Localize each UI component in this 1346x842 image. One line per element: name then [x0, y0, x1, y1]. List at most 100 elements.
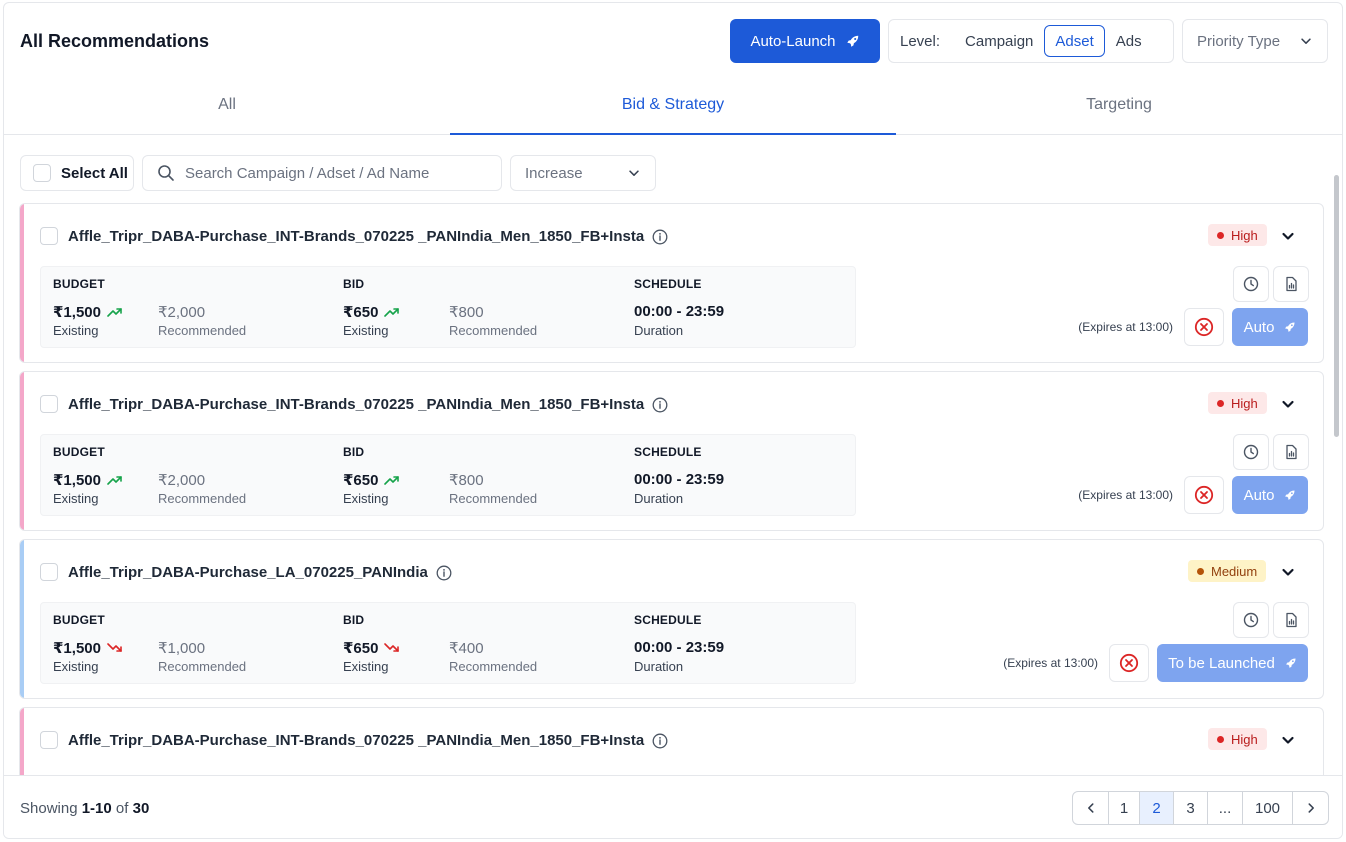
clock-icon — [1243, 444, 1259, 460]
page-button-100[interactable]: 100 — [1243, 792, 1293, 824]
report-button[interactable] — [1273, 266, 1309, 302]
schedule-value: 00:00 - 23:59 — [634, 639, 725, 656]
recommendations-panel: All Recommendations Auto-Launch Level: C… — [3, 2, 1343, 839]
auto-launch-button[interactable]: Auto-Launch — [730, 19, 880, 63]
recommendation-card[interactable]: Affle_Tripr_DABA-Purchase_INT-Brands_070… — [19, 203, 1324, 363]
level-option-campaign[interactable]: Campaign — [965, 33, 1034, 50]
chevron-right-icon — [1307, 803, 1314, 813]
metrics-panel: BUDGET ₹1,500 Existing ₹2,000 Recommended BID… — [40, 266, 856, 348]
search-input[interactable] — [185, 164, 485, 182]
reject-button[interactable] — [1184, 476, 1224, 514]
search-box — [142, 155, 502, 191]
select-all-checkbox[interactable]: Select All — [20, 155, 134, 191]
tab-all[interactable]: All — [218, 96, 236, 113]
showing-summary: Showing 1-10 of 30 — [20, 800, 149, 817]
info-icon[interactable] — [652, 733, 668, 749]
to-be-launched-button[interactable]: To be Launched — [1157, 644, 1308, 682]
next-page-button[interactable] — [1293, 792, 1328, 824]
priority-type-placeholder: Priority Type — [1197, 32, 1281, 50]
page-ellipsis: ... — [1208, 792, 1243, 824]
schedule-value: 00:00 - 23:59 — [634, 471, 725, 488]
priority-dot — [1217, 231, 1224, 239]
schedule-duration-label: Duration — [634, 323, 684, 338]
priority-label: High — [1231, 395, 1258, 411]
page-button-1[interactable]: 1 — [1109, 792, 1140, 824]
direction-value: Increase — [525, 164, 583, 182]
report-button[interactable] — [1273, 602, 1309, 638]
tab-bid-strategy[interactable]: Bid & Strategy — [450, 79, 896, 135]
level-option-adset[interactable]: Adset — [1044, 25, 1105, 57]
recommendation-card[interactable]: Affle_Tripr_DABA-Purchase_INT-Brands_070… — [19, 707, 1324, 775]
bid-existing-value: ₹650 — [343, 471, 400, 489]
auto-launch-action-button[interactable]: Auto — [1232, 308, 1308, 346]
adset-name: Affle_Tripr_DABA-Purchase_LA_070225_PANI… — [68, 564, 428, 581]
bid-existing-value: ₹650 — [343, 303, 400, 321]
direction-select[interactable]: Increase — [510, 155, 656, 191]
budget-existing-value: ₹1,500 — [53, 303, 123, 321]
priority-badge: High — [1208, 728, 1267, 750]
card-title: Affle_Tripr_DABA-Purchase_INT-Brands_070… — [68, 732, 668, 749]
budget-recommended-value: ₹2,000 — [158, 472, 206, 489]
info-icon[interactable] — [436, 565, 452, 581]
priority-stripe — [20, 708, 24, 775]
schedule-duration-label: Duration — [634, 491, 684, 506]
bid-existing-text: ₹650 — [343, 304, 379, 321]
budget-existing-label: Existing — [53, 659, 99, 674]
card-checkbox[interactable] — [40, 731, 58, 749]
bid-header: BID — [343, 277, 365, 291]
auto-launch-action-button[interactable]: Auto — [1232, 476, 1308, 514]
info-icon[interactable] — [652, 229, 668, 245]
report-button[interactable] — [1273, 434, 1309, 470]
priority-badge: High — [1208, 224, 1267, 246]
chevron-down-icon — [629, 170, 639, 176]
reject-button[interactable] — [1109, 644, 1149, 682]
priority-stripe — [20, 372, 24, 530]
recommendation-card[interactable]: Affle_Tripr_DABA-Purchase_LA_070225_PANI… — [19, 539, 1324, 699]
priority-type-select[interactable]: Priority Type — [1182, 19, 1328, 63]
action-label: To be Launched — [1168, 654, 1275, 672]
report-icon — [1286, 276, 1297, 292]
chevron-down-icon[interactable] — [1280, 564, 1296, 580]
card-checkbox[interactable] — [40, 395, 58, 413]
chevron-left-icon — [1087, 803, 1094, 813]
schedule-button[interactable] — [1233, 434, 1269, 470]
recommendation-card[interactable]: Affle_Tripr_DABA-Purchase_INT-Brands_070… — [19, 371, 1324, 531]
card-title: Affle_Tripr_DABA-Purchase_INT-Brands_070… — [68, 396, 668, 413]
priority-label: High — [1231, 731, 1258, 747]
card-checkbox[interactable] — [40, 563, 58, 581]
page-button-3[interactable]: 3 — [1174, 792, 1208, 824]
bid-recommended-label: Recommended — [449, 323, 538, 338]
tab-targeting[interactable]: Targeting — [1086, 96, 1152, 113]
level-option-ads[interactable]: Ads — [1115, 33, 1142, 50]
clock-icon — [1243, 612, 1259, 628]
bid-existing-label: Existing — [343, 491, 389, 506]
trend-down-icon — [107, 643, 122, 652]
chevron-down-icon[interactable] — [1280, 732, 1296, 748]
reject-button[interactable] — [1184, 308, 1224, 346]
footer: Showing 1-10 of 30 1 2 3 ... 100 — [4, 775, 1342, 838]
budget-existing-value: ₹1,500 — [53, 639, 123, 657]
auto-launch-label: Auto-Launch — [750, 32, 836, 50]
bid-recommended-value: ₹800 — [449, 304, 484, 321]
checkbox[interactable] — [33, 164, 51, 182]
priority-label: High — [1231, 227, 1258, 243]
schedule-button[interactable] — [1233, 266, 1269, 302]
scrollbar[interactable] — [1334, 175, 1339, 437]
schedule-header: SCHEDULE — [634, 613, 702, 627]
expiry-text: (Expires at 13:00) — [1078, 488, 1173, 502]
recommendation-list: Affle_Tripr_DABA-Purchase_INT-Brands_070… — [4, 203, 1342, 775]
info-icon[interactable] — [652, 397, 668, 413]
adset-name: Affle_Tripr_DABA-Purchase_INT-Brands_070… — [68, 396, 645, 413]
page-button-2[interactable]: 2 — [1140, 792, 1174, 824]
metrics-panel: BUDGET ₹1,500 Existing ₹2,000 Recommended BID… — [40, 434, 856, 516]
chevron-down-icon[interactable] — [1280, 396, 1296, 412]
bid-header: BID — [343, 445, 365, 459]
budget-existing-label: Existing — [53, 323, 99, 338]
metrics-panel: BUDGET ₹1,500 Existing ₹1,000 Recommended BID… — [40, 602, 856, 684]
card-title: Affle_Tripr_DABA-Purchase_LA_070225_PANI… — [68, 564, 452, 581]
card-checkbox[interactable] — [40, 227, 58, 245]
prev-page-button[interactable] — [1073, 792, 1109, 824]
chevron-down-icon[interactable] — [1280, 228, 1296, 244]
reject-icon — [1194, 317, 1214, 337]
schedule-button[interactable] — [1233, 602, 1269, 638]
